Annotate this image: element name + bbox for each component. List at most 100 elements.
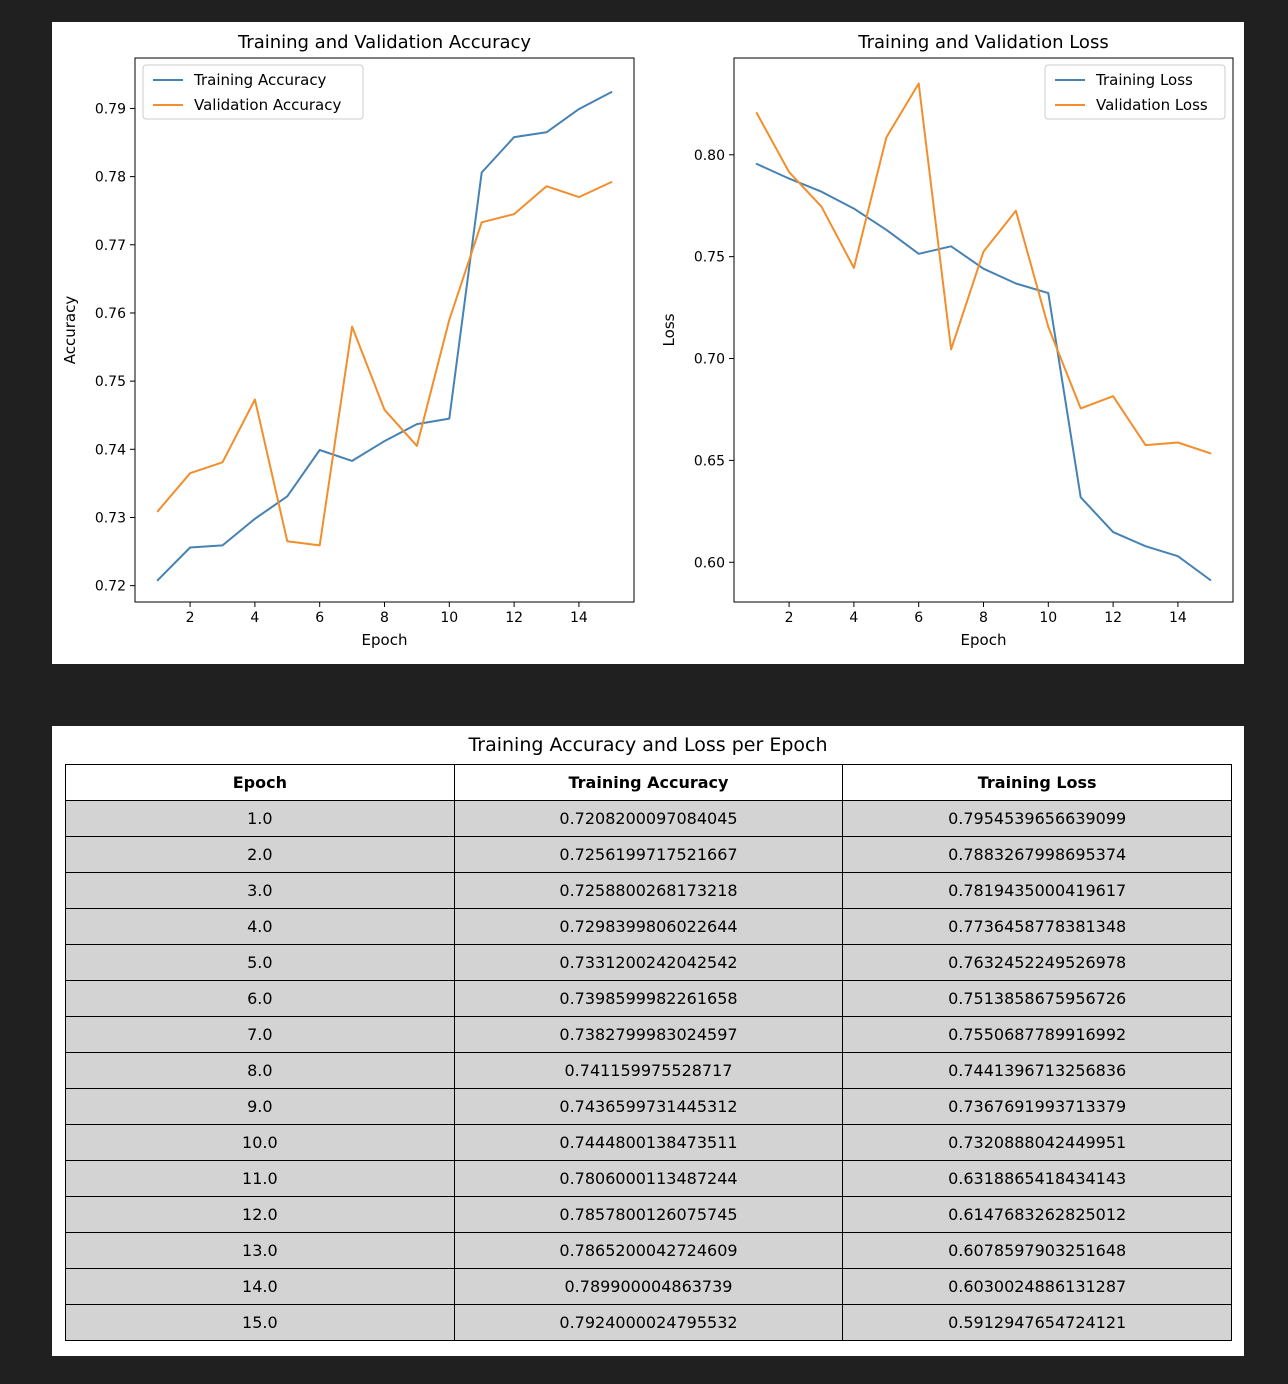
table-row: 10.0 0.7444800138473511 0.7320888042449951 <box>65 1124 1232 1161</box>
table-row: 6.0 0.7398599982261658 0.7513858675956726 <box>65 980 1232 1017</box>
series-line-training-accuracy <box>156 91 613 582</box>
x-tick-label: 10 <box>1039 610 1057 626</box>
y-tick-label: 0.76 <box>95 306 126 322</box>
column-header-training-loss: Training Loss <box>842 764 1232 801</box>
x-tick-label: 8 <box>380 610 389 626</box>
y-tick-label: 0.65 <box>694 453 725 469</box>
accuracy-x-axis-label: Epoch <box>362 631 408 649</box>
cell-epoch: 14.0 <box>65 1268 455 1305</box>
accuracy-chart-title: Training and Validation Accuracy <box>237 32 531 53</box>
cell-training-loss: 0.7632452249526978 <box>842 944 1232 981</box>
cell-epoch: 7.0 <box>65 1016 455 1053</box>
cell-training-loss: 0.6030024886131287 <box>842 1268 1232 1305</box>
cell-training-accuracy: 0.7208200097084045 <box>453 800 844 837</box>
cell-training-loss: 0.6147683262825012 <box>842 1196 1232 1233</box>
x-tick-label: 6 <box>914 610 923 626</box>
column-header-epoch: Epoch <box>65 764 455 801</box>
legend-label-training-accuracy: Training Accuracy <box>193 71 327 89</box>
table-row: 8.0 0.741159975528717 0.7441396713256836 <box>65 1052 1232 1089</box>
cell-training-accuracy: 0.7806000113487244 <box>453 1160 844 1197</box>
x-tick-label: 10 <box>440 610 458 626</box>
table-row: 3.0 0.7258800268173218 0.7819435000419617 <box>65 872 1232 909</box>
table-row: 13.0 0.7865200042724609 0.6078597903251648 <box>65 1232 1232 1269</box>
cell-epoch: 11.0 <box>65 1160 455 1197</box>
cell-epoch: 1.0 <box>65 800 455 837</box>
y-tick-label: 0.79 <box>95 101 126 117</box>
series-line-validation-accuracy <box>156 181 613 547</box>
x-tick-label: 8 <box>979 610 988 626</box>
loss-chart-title: Training and Validation Loss <box>857 32 1108 53</box>
cell-training-accuracy: 0.7258800268173218 <box>453 872 844 909</box>
legend-label-training-loss: Training Loss <box>1095 71 1193 89</box>
cell-training-loss: 0.7367691993713379 <box>842 1088 1232 1125</box>
x-tick-label: 4 <box>250 610 259 626</box>
legend-label-validation-loss: Validation Loss <box>1096 96 1208 114</box>
charts-figure: Training and Validation Accuracy 2 4 6 8 10 12… <box>61 32 1234 649</box>
accuracy-legend <box>142 64 364 120</box>
cell-epoch: 5.0 <box>65 944 455 981</box>
cell-training-loss: 0.7513858675956726 <box>842 980 1232 1017</box>
loss-y-axis-label: Loss <box>660 313 678 346</box>
x-tick-label: 12 <box>1104 610 1122 626</box>
x-tick-label: 12 <box>505 610 523 626</box>
cell-training-accuracy: 0.7857800126075745 <box>453 1196 844 1233</box>
cell-epoch: 6.0 <box>65 980 455 1017</box>
x-tick-label: 6 <box>315 610 324 626</box>
cell-training-loss: 0.7736458778381348 <box>842 908 1232 945</box>
x-tick-label: 14 <box>1169 610 1187 626</box>
table-body: 1.0 0.7208200097084045 0.7954539656639099 2… <box>65 800 1232 1341</box>
cell-epoch: 2.0 <box>65 836 455 873</box>
cell-training-accuracy: 0.7924000024795532 <box>453 1304 844 1341</box>
column-header-training-accuracy: Training Accuracy <box>453 764 844 801</box>
cell-training-loss: 0.7883267998695374 <box>842 836 1232 873</box>
cell-training-accuracy: 0.7436599731445312 <box>453 1088 844 1125</box>
table-header-row: Epoch Training Accuracy Training Loss <box>65 764 1232 801</box>
cell-training-accuracy: 0.7382799983024597 <box>453 1016 844 1053</box>
cell-training-loss: 0.7320888042449951 <box>842 1124 1232 1161</box>
cell-epoch: 9.0 <box>65 1088 455 1125</box>
y-tick-label: 0.60 <box>694 555 725 571</box>
cell-training-loss: 0.5912947654724121 <box>842 1304 1232 1341</box>
x-tick-label: 2 <box>186 610 195 626</box>
cell-training-accuracy: 0.7331200242042542 <box>453 944 844 981</box>
y-tick-label: 0.75 <box>694 250 725 266</box>
y-tick-label: 0.74 <box>95 442 126 458</box>
cell-training-loss: 0.6318865418434143 <box>842 1160 1232 1197</box>
legend-label-validation-accuracy: Validation Accuracy <box>194 96 341 114</box>
cell-training-accuracy: 0.7398599982261658 <box>453 980 844 1017</box>
y-tick-label: 0.70 <box>694 352 725 368</box>
x-tick-label: 14 <box>570 610 588 626</box>
results-table: Epoch Training Accuracy Training Loss 1.… <box>65 764 1232 1341</box>
table-row: 7.0 0.7382799983024597 0.7550687789916992 <box>65 1016 1232 1053</box>
cell-training-loss: 0.7441396713256836 <box>842 1052 1232 1089</box>
cell-epoch: 3.0 <box>65 872 455 909</box>
loss-axes-frame <box>733 57 1234 603</box>
x-tick-label: 2 <box>785 610 794 626</box>
cell-epoch: 4.0 <box>65 908 455 945</box>
cell-epoch: 13.0 <box>65 1232 455 1269</box>
cell-training-accuracy: 0.7444800138473511 <box>453 1124 844 1161</box>
cell-training-accuracy: 0.7865200042724609 <box>453 1232 844 1269</box>
accuracy-chart: Training and Validation Accuracy 2 4 6 8 10 12… <box>61 32 635 649</box>
charts-panel: Training and Validation Accuracy 2 4 6 8 10 12… <box>52 22 1244 664</box>
table-row: 15.0 0.7924000024795532 0.5912947654724121 <box>65 1304 1232 1341</box>
y-tick-label: 0.72 <box>95 579 126 595</box>
loss-chart: Training and Validation Loss 2 4 6 8 10 12 14 0.… <box>660 32 1234 649</box>
cell-epoch: 12.0 <box>65 1196 455 1233</box>
table-panel: Training Accuracy and Loss per Epoch Epo… <box>52 726 1244 1356</box>
y-tick-label: 0.78 <box>95 170 126 186</box>
table-row: 4.0 0.7298399806022644 0.7736458778381348 <box>65 908 1232 945</box>
cell-epoch: 8.0 <box>65 1052 455 1089</box>
table-row: 9.0 0.7436599731445312 0.7367691993713379 <box>65 1088 1232 1125</box>
y-tick-label: 0.75 <box>95 374 126 390</box>
series-line-training-loss <box>755 162 1212 581</box>
y-tick-label: 0.80 <box>694 148 725 164</box>
cell-training-accuracy: 0.7256199717521667 <box>453 836 844 873</box>
y-tick-label: 0.73 <box>95 510 126 526</box>
cell-epoch: 10.0 <box>65 1124 455 1161</box>
x-tick-label: 4 <box>849 610 858 626</box>
cell-training-accuracy: 0.789900004863739 <box>453 1268 844 1305</box>
series-line-validation-loss <box>755 82 1212 455</box>
table-row: 12.0 0.7857800126075745 0.6147683262825012 <box>65 1196 1232 1233</box>
accuracy-y-axis-label: Accuracy <box>61 296 79 365</box>
